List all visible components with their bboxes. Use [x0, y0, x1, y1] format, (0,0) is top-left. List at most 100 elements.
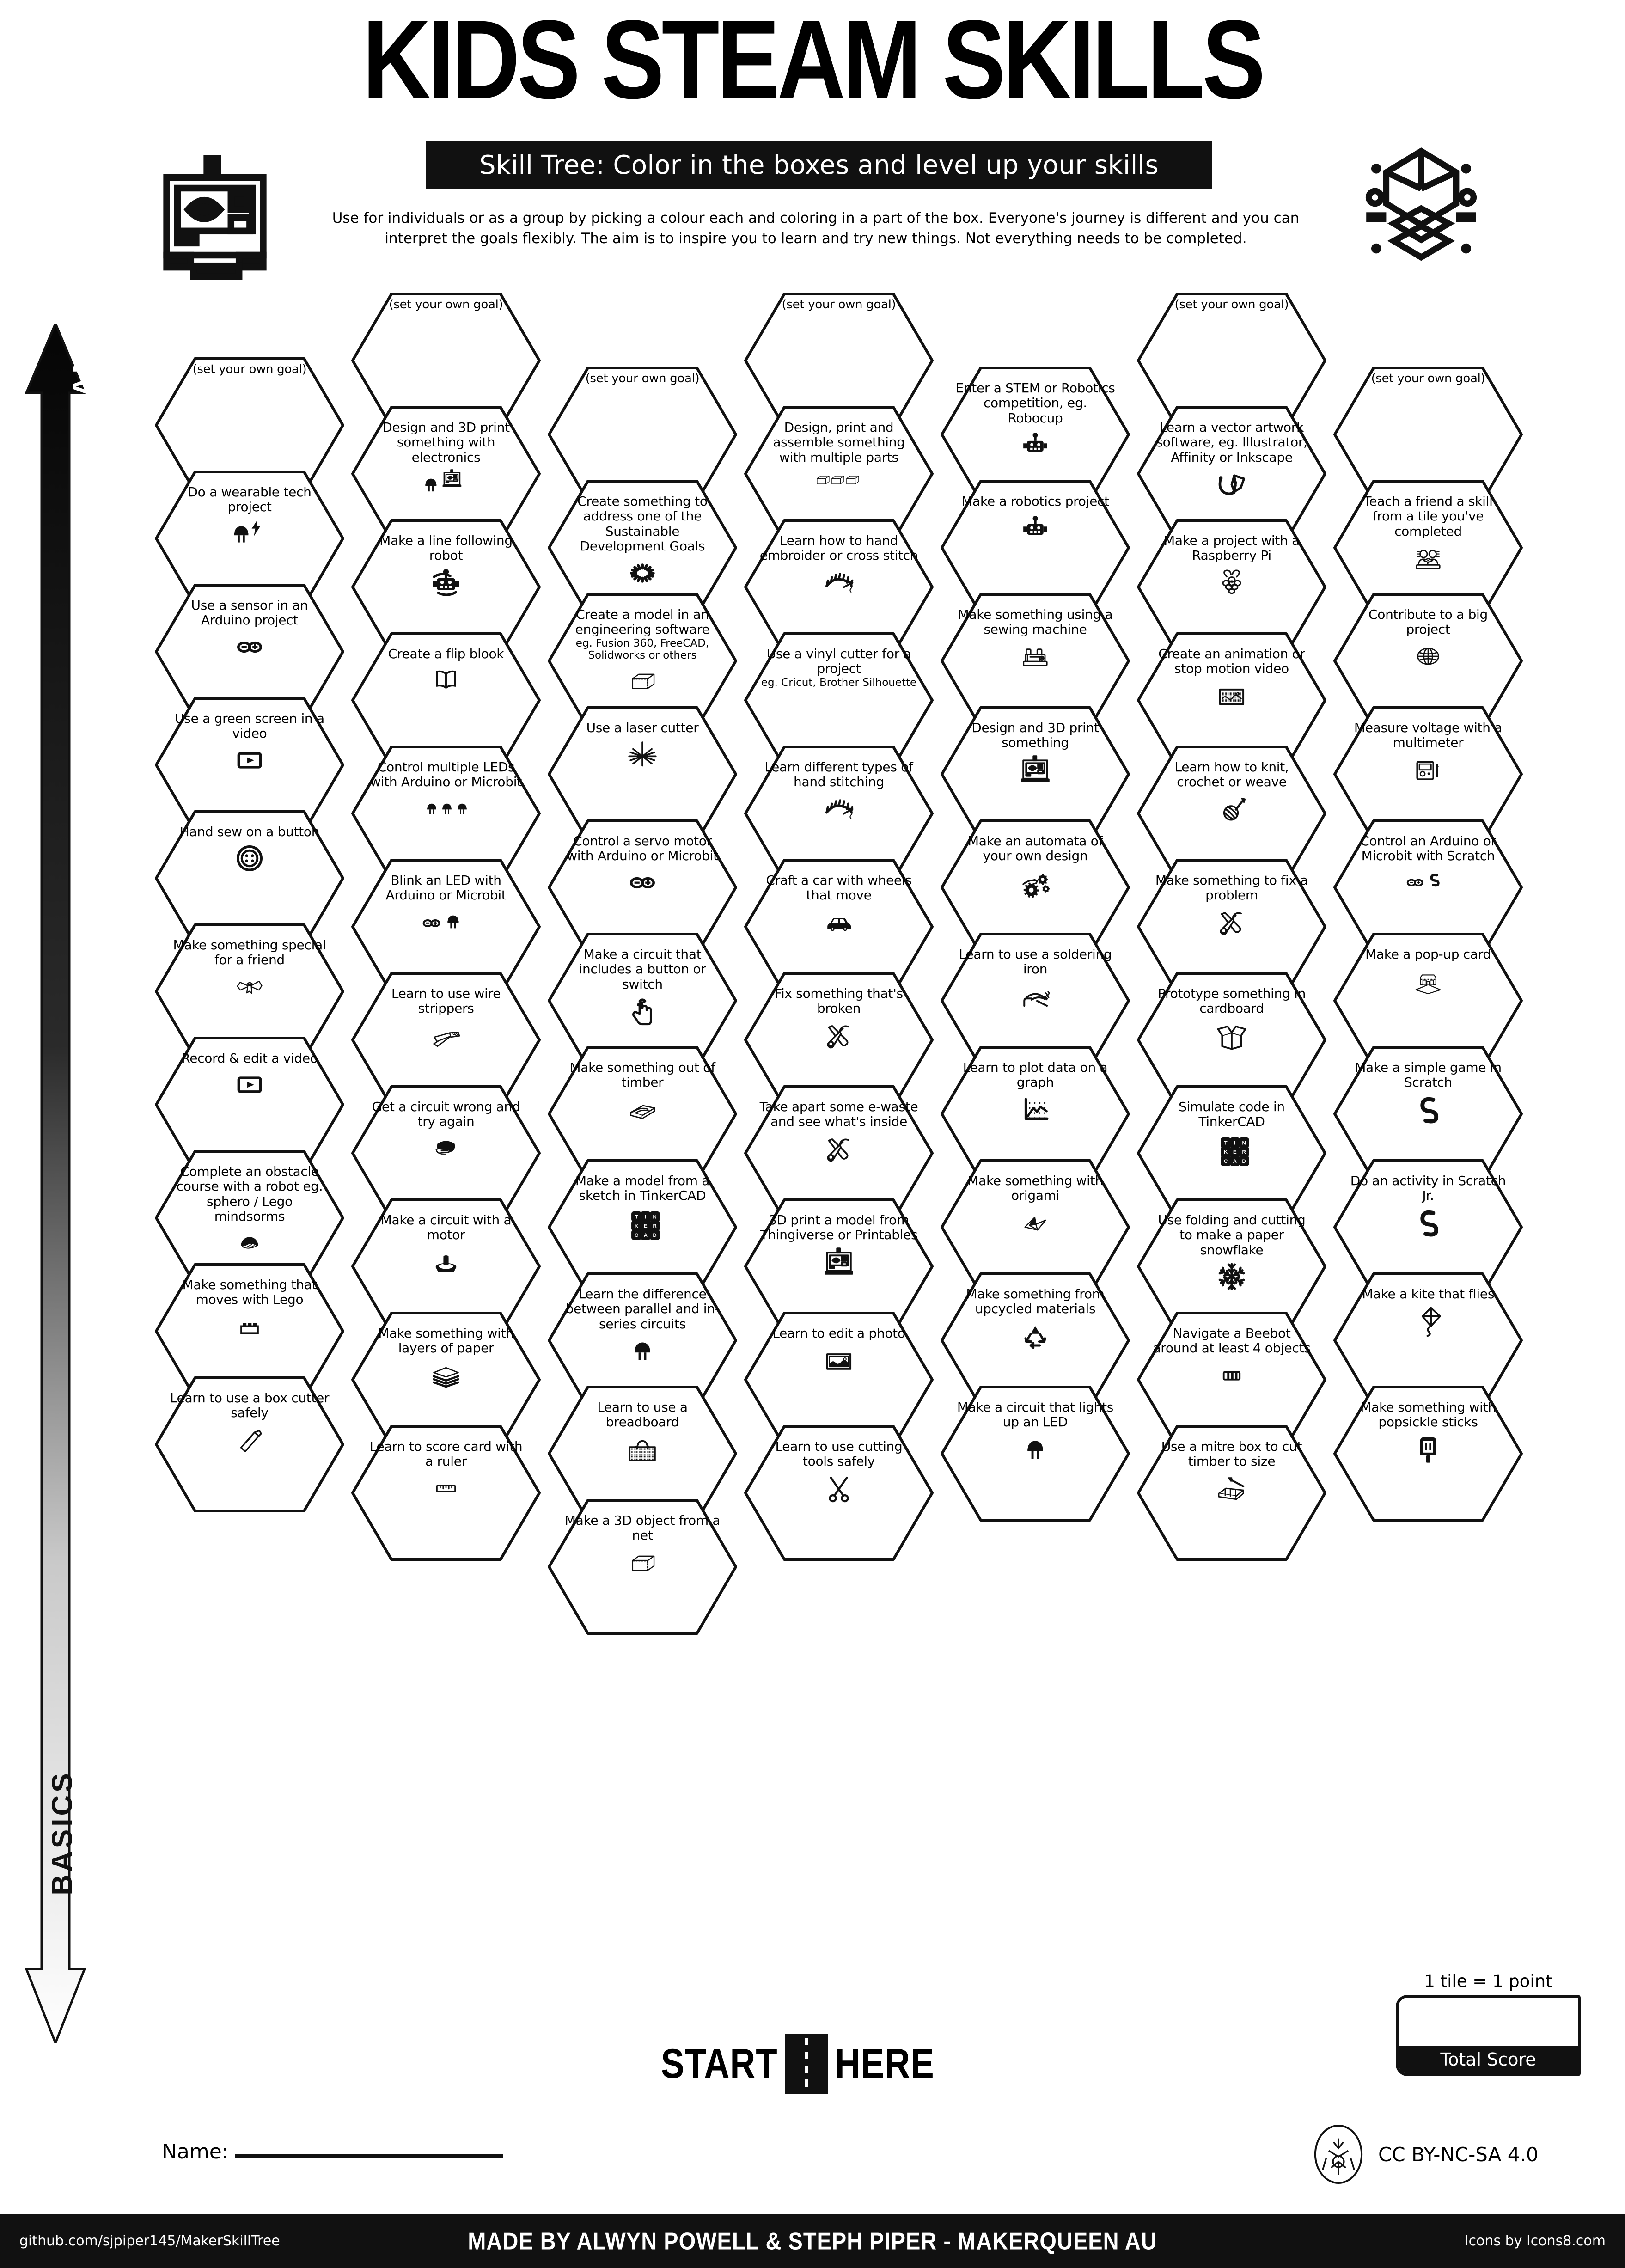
footer-github-link[interactable]: github.com/sjpiper145/MakerSkillTree [19, 2233, 280, 2249]
arduino-icon [618, 867, 666, 899]
skill-tile-label: Make a line following robot [379, 533, 513, 563]
skill-tile[interactable]: Blink an LED with Arduino or Microbit [349, 857, 543, 996]
skill-tile[interactable]: (set your own goal) [349, 291, 543, 430]
skill-tile-sublabel: eg. Cricut, Brother Silhouette [761, 676, 917, 689]
skill-tile-label: 3D print a model from Thingiverse or Pri… [760, 1212, 918, 1243]
skill-tile[interactable]: Make a simple game in Scratch [1331, 1045, 1525, 1183]
play-video-icon [226, 745, 273, 776]
skill-tile[interactable]: Learn to use a breadboard [545, 1384, 739, 1523]
skill-tile[interactable]: Learn different types of hand stitching [742, 744, 936, 883]
skill-tile-label: (set your own goal) [192, 362, 307, 376]
skill-tile[interactable]: Use a laser cutter [545, 705, 739, 844]
svg-text:D: D [653, 1233, 656, 1238]
gears-icon [1009, 867, 1061, 899]
skill-tile-label: Control multiple LEDs with Arduino or Mi… [370, 759, 522, 790]
skill-tile-label: Create a model in an engineering softwar… [575, 607, 710, 637]
skill-tile[interactable]: Measure voltage with a multimeter [1331, 705, 1525, 844]
skill-tile[interactable]: Control a servo motor with Arduino or Mi… [545, 818, 739, 957]
skill-tile[interactable]: Make a kite that flies [1331, 1271, 1525, 1410]
skill-tile[interactable]: Fix something that's broken [742, 971, 936, 1109]
scratch-icon [1412, 1094, 1444, 1125]
origami-icon [1011, 1207, 1059, 1238]
skill-tile[interactable]: Do a wearable tech project [153, 469, 347, 608]
skill-tile-label: Make something from upcycled materials [966, 1286, 1105, 1317]
skill-tile[interactable]: Learn to plot data on a graph [938, 1045, 1132, 1183]
popsicle-icon [1410, 1433, 1446, 1465]
skill-tile[interactable]: Make an automata of your own design [938, 818, 1132, 957]
skill-tile[interactable]: Create a flip blook [349, 631, 543, 770]
skill-tile[interactable]: Make a 3D object from a net [545, 1498, 739, 1636]
score-value[interactable] [1399, 1998, 1578, 2046]
animation-icon [1206, 680, 1257, 711]
skill-tile-label: (set your own goal) [1174, 298, 1289, 312]
skill-tile-label: Learn to plot data on a graph [963, 1060, 1108, 1090]
skill-tile-label: Complete an obstacle course with a robot… [176, 1164, 323, 1224]
skill-tile[interactable]: Make something using a sewing machine [938, 592, 1132, 730]
hexagon-outline [941, 1386, 1130, 1522]
skill-tile[interactable]: Teach a friend a skill from a tile you'v… [1331, 478, 1525, 617]
footer-bar: github.com/sjpiper145/MakerSkillTree MAD… [0, 2214, 1625, 2268]
skill-tile[interactable]: Use a vinyl cutter for a project eg. Cric… [742, 631, 936, 770]
skill-tile[interactable]: Make something with layers of paper [349, 1310, 543, 1449]
skill-tile[interactable]: Control multiple LEDs with Arduino or Mi… [349, 744, 543, 883]
skill-tile[interactable]: Take apart some e-waste and see what's i… [742, 1084, 936, 1223]
footer-icon-credit[interactable]: Icons by Icons8.com [1464, 2233, 1606, 2249]
skill-tile[interactable]: Design and 3D print something [938, 705, 1132, 844]
skill-tile-label: Teach a friend a skill from a tile you'v… [1363, 494, 1493, 539]
skill-tile-label: Measure voltage with a multimeter [1354, 720, 1503, 751]
skill-tile[interactable]: Create something to address one of the S… [545, 478, 739, 617]
skill-tile-label: Learn to use a box cutter safely [170, 1390, 330, 1421]
skill-tile-label: Learn to score card with a ruler [369, 1439, 523, 1469]
svg-text:D: D [1242, 1159, 1246, 1164]
skill-tile-label: Design and 3D print something [971, 720, 1099, 751]
3d-box-icon [617, 1547, 668, 1578]
skill-tile-label: Learn how to hand embroider or cross sti… [759, 533, 918, 563]
arduino-icon [226, 631, 274, 663]
start-here-marker: START HERE [661, 2034, 935, 2094]
skill-tile[interactable]: Make something with popsickle sticks [1331, 1384, 1525, 1523]
skill-tile[interactable]: Make a circuit that lights up an LED [938, 1384, 1132, 1523]
skill-tile[interactable]: Learn to use a box cutter safely [153, 1375, 347, 1514]
name-write-line[interactable] [235, 2154, 503, 2158]
skill-tile[interactable]: Make something to fix a problem [1135, 857, 1329, 996]
skill-tile[interactable]: Prototype something in cardboard [1135, 971, 1329, 1109]
svg-text:R: R [653, 1223, 656, 1229]
skill-tile[interactable]: Learn to use cutting tools safely [742, 1424, 936, 1562]
skill-tile[interactable]: (set your own goal) [1331, 365, 1525, 504]
skill-tile[interactable]: Make a circuit with a motor [349, 1197, 543, 1336]
sdg-wheel-icon [621, 557, 664, 589]
skill-tile[interactable]: Create a model in an engineering softwar… [545, 592, 739, 730]
skill-tile[interactable]: Get a circuit wrong and try again [349, 1084, 543, 1223]
skill-tile[interactable]: Use folding and cutting to make a paper … [1135, 1197, 1329, 1336]
3d-cube-grid-icon [1359, 139, 1484, 265]
name-field[interactable]: Name: [162, 2140, 503, 2164]
3d-printer-small-icon [1012, 754, 1058, 785]
skill-tile-label: Hand sew on a button [179, 824, 320, 839]
skill-tile[interactable]: Use a mitre box to cut timber to size [1135, 1424, 1329, 1562]
skill-tile[interactable]: Make a pop-up card [1331, 931, 1525, 1070]
skill-tile[interactable]: Learn how to knit, crochet or weave [1135, 744, 1329, 883]
mitre-box-icon [1203, 1473, 1260, 1504]
skill-tile[interactable]: Learn a vector artwork software, eg. Ill… [1135, 404, 1329, 543]
needle-thread-icon [805, 567, 873, 598]
skill-tile[interactable]: Make a model from a sketch in TinkerCAD T… [545, 1158, 739, 1296]
level-gradient-arrow [25, 324, 86, 2043]
yarn-icon [1209, 793, 1255, 825]
skill-tile[interactable]: Contribute to a big project [1331, 592, 1525, 730]
led-printer-icon [411, 468, 481, 500]
score-box[interactable]: Total Score [1396, 1995, 1581, 2076]
skill-tile[interactable]: Make something that moves with Lego [153, 1262, 347, 1400]
skill-tile-label: Learn to use cutting tools safely [775, 1439, 903, 1469]
skill-tile[interactable]: Make a circuit that includes a button or… [545, 931, 739, 1070]
3d-printer-small-icon [816, 1246, 862, 1278]
car-icon [813, 906, 864, 938]
skill-tile[interactable]: Hand sew on a button [153, 809, 347, 948]
skill-tile[interactable]: Use a green screen in a video [153, 696, 347, 834]
skill-tile[interactable]: Do an activity in Scratch Jr. [1331, 1158, 1525, 1296]
skill-tile-label: (set your own goal) [782, 298, 896, 312]
skill-tile[interactable]: (set your own goal) [153, 356, 347, 495]
skill-tile[interactable]: Learn the difference between parallel an… [545, 1271, 739, 1410]
led-bolt-icon [219, 518, 280, 550]
skill-tile[interactable]: Learn to score card with a ruler [349, 1424, 543, 1562]
skill-tile-label: Control a servo motor with Arduino or Mi… [567, 833, 718, 864]
